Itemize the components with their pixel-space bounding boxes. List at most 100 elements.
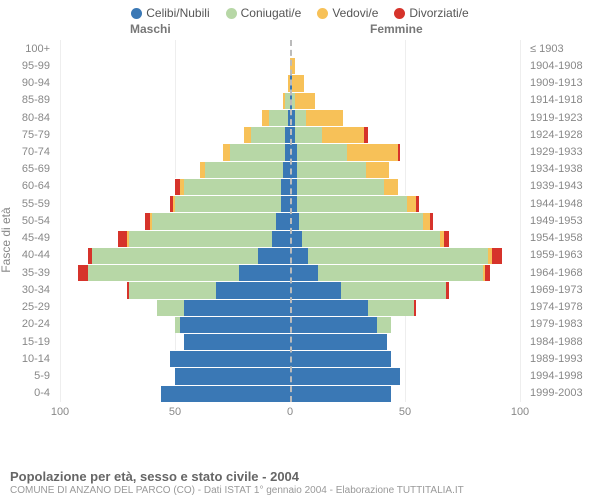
seg-ved (384, 178, 398, 195)
age-label: 80-84 (0, 109, 56, 126)
seg-div (430, 212, 432, 229)
female-half (290, 230, 520, 247)
seg-con (129, 230, 272, 247)
seg-div (398, 143, 400, 160)
seg-con (308, 247, 487, 264)
seg-div (416, 195, 418, 212)
seg-con (157, 299, 185, 316)
birth-label: 1989-1993 (524, 350, 600, 367)
seg-con (318, 264, 484, 281)
seg-con (341, 281, 447, 298)
female-half (290, 195, 520, 212)
seg-cel (184, 299, 290, 316)
male-half (60, 74, 290, 91)
seg-cel (281, 178, 290, 195)
seg-cel (290, 333, 387, 350)
male-half (60, 247, 290, 264)
male-half (60, 350, 290, 367)
birth-label: 1994-1998 (524, 367, 600, 384)
legend-label: Celibi/Nubili (146, 6, 209, 20)
birth-label: 1974-1978 (524, 299, 600, 316)
age-label: 50-54 (0, 212, 56, 229)
seg-ved (407, 195, 416, 212)
age-label: 45-49 (0, 230, 56, 247)
legend-swatch (317, 8, 328, 19)
seg-con (205, 161, 283, 178)
x-tick: 100 (51, 406, 69, 418)
seg-ved (262, 109, 269, 126)
female-half (290, 264, 520, 281)
age-label: 30-34 (0, 281, 56, 298)
seg-div (446, 281, 448, 298)
female-half (290, 57, 520, 74)
seg-ved (223, 143, 230, 160)
female-half (290, 281, 520, 298)
seg-cel (290, 367, 400, 384)
age-label: 55-59 (0, 195, 56, 212)
seg-div (78, 264, 87, 281)
seg-con (297, 195, 407, 212)
age-labels: 100+95-9990-9485-8980-8475-7970-7465-696… (0, 40, 56, 402)
legend-item: Celibi/Nubili (131, 6, 209, 20)
male-half (60, 178, 290, 195)
seg-cel (290, 247, 308, 264)
legend-swatch (226, 8, 237, 19)
female-half (290, 247, 520, 264)
seg-con (230, 143, 285, 160)
birth-label: 1944-1948 (524, 195, 600, 212)
seg-ved (423, 212, 430, 229)
seg-con (251, 126, 286, 143)
female-half (290, 143, 520, 160)
birth-label: ≤ 1903 (524, 40, 600, 57)
seg-ved (366, 161, 389, 178)
age-label: 90-94 (0, 74, 56, 91)
center-axis (290, 40, 292, 402)
footer-subtitle: COMUNE DI ANZANO DEL PARCO (CO) - Dati I… (10, 485, 590, 496)
female-half (290, 316, 520, 333)
seg-cel (290, 385, 391, 402)
birth-label: 1934-1938 (524, 161, 600, 178)
chart-container: Celibi/Nubili Coniugati/e Vedovi/e Divorzia… (0, 0, 600, 500)
male-half (60, 92, 290, 109)
male-half (60, 333, 290, 350)
seg-con (129, 281, 216, 298)
female-header: Femmine (370, 22, 423, 36)
seg-cel (290, 350, 391, 367)
age-label: 85-89 (0, 92, 56, 109)
seg-cel (290, 281, 341, 298)
birth-label: 1999-2003 (524, 385, 600, 402)
age-label: 95-99 (0, 57, 56, 74)
seg-cel (290, 316, 377, 333)
birth-label: 1929-1933 (524, 143, 600, 160)
seg-con (88, 264, 240, 281)
legend-item: Divorziati/e (394, 6, 468, 20)
birth-label: 1949-1953 (524, 212, 600, 229)
legend-label: Vedovi/e (332, 6, 378, 20)
female-half (290, 92, 520, 109)
female-half (290, 212, 520, 229)
x-axis: 10050050100 (60, 406, 520, 422)
birth-label: 1979-1983 (524, 316, 600, 333)
seg-ved (306, 109, 343, 126)
seg-div (414, 299, 416, 316)
seg-con (152, 212, 276, 229)
birth-label: 1939-1943 (524, 178, 600, 195)
legend-label: Coniugati/e (241, 6, 302, 20)
female-half (290, 126, 520, 143)
birth-label: 1959-1963 (524, 247, 600, 264)
legend-label: Divorziati/e (409, 6, 468, 20)
female-half (290, 299, 520, 316)
female-half (290, 161, 520, 178)
female-half (290, 109, 520, 126)
birth-labels: ≤ 19031904-19081909-19131914-19181919-19… (524, 40, 600, 402)
male-half (60, 367, 290, 384)
birth-label: 1924-1928 (524, 126, 600, 143)
age-label: 15-19 (0, 333, 56, 350)
male-half (60, 143, 290, 160)
seg-con (175, 195, 281, 212)
x-tick: 0 (287, 406, 293, 418)
age-label: 65-69 (0, 161, 56, 178)
seg-cel (283, 161, 290, 178)
seg-con (269, 109, 287, 126)
seg-con (368, 299, 414, 316)
